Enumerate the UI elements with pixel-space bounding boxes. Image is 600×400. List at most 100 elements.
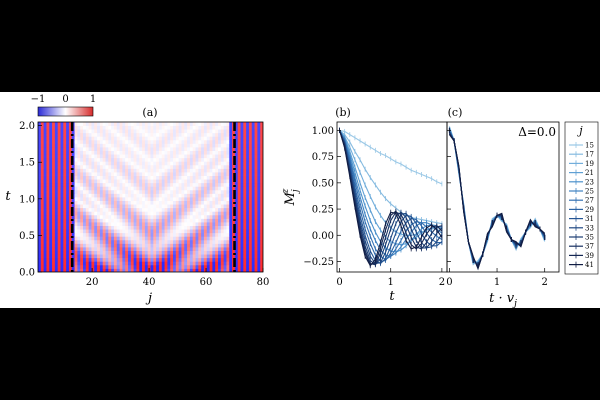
heatmap-cell: [54, 264, 59, 269]
heatmap-cell: [63, 225, 67, 230]
heatmap-cell: [133, 211, 137, 216]
heatmap-cell: [240, 193, 244, 198]
heatmap-cell: [111, 250, 115, 255]
heatmap-cell: [173, 136, 177, 141]
heatmap-cell: [246, 257, 250, 262]
heatmap-cell: [91, 218, 95, 223]
heatmap-cell: [133, 193, 137, 198]
heatmap-cell: [139, 175, 143, 180]
heatmap-cell: [142, 154, 146, 159]
heatmap-cell: [181, 204, 185, 209]
heatmap-cell: [181, 139, 185, 144]
heatmap-cell: [68, 264, 73, 269]
heatmap-cell: [257, 139, 261, 144]
heatmap-cell: [153, 186, 157, 191]
heatmap-cell: [66, 200, 70, 205]
heatmap-cell: [178, 175, 182, 180]
heatmap-cell: [218, 164, 222, 169]
heatmap-cell: [99, 211, 104, 216]
heatmap-cell: [85, 261, 90, 266]
heatmap-cell: [139, 254, 143, 259]
heatmap-cell: [170, 132, 174, 137]
heatmap-cell: [218, 161, 222, 166]
heatmap-cell: [167, 200, 171, 205]
heatmap-cell: [195, 125, 199, 130]
y-tick-label: 0.5: [19, 231, 35, 242]
heatmap-cell: [136, 168, 140, 173]
heatmap-cell: [46, 164, 50, 169]
heatmap-cell: [226, 197, 230, 201]
heatmap-cell: [85, 250, 90, 255]
heatmap-cell: [254, 139, 258, 144]
heatmap-cell: [158, 172, 163, 176]
heatmap-cell: [187, 264, 191, 269]
heatmap-cell: [52, 211, 56, 216]
heatmap-cell: [226, 254, 230, 259]
heatmap-cell: [102, 229, 106, 234]
heatmap-cell: [113, 132, 118, 137]
heatmap-cell: [248, 243, 253, 248]
heatmap-cell: [164, 239, 168, 244]
heatmap-cell: [156, 186, 160, 191]
heatmap-cell: [156, 229, 160, 234]
heatmap-cell: [147, 139, 151, 144]
panel-label-c: (c): [448, 106, 463, 119]
heatmap-cell: [88, 189, 92, 194]
heatmap-cell: [57, 172, 61, 176]
heatmap-cell: [54, 239, 59, 244]
heatmap-cell: [184, 222, 188, 226]
heatmap-cell: [254, 207, 258, 212]
heatmap-cell: [40, 261, 45, 266]
heatmap-cell: [111, 125, 115, 130]
heatmap-cell: [57, 157, 61, 162]
heatmap-cell: [43, 186, 47, 191]
heatmap-cell: [54, 197, 59, 201]
heatmap-cell: [189, 264, 194, 269]
heatmap-cell: [167, 154, 171, 159]
heatmap-cell: [237, 164, 241, 169]
heatmap-cell: [116, 147, 120, 151]
heatmap-cell: [94, 200, 98, 205]
heatmap-cell: [260, 261, 263, 266]
heatmap-cell: [111, 143, 115, 148]
heatmap-cell: [164, 214, 168, 219]
heatmap-cell: [234, 222, 239, 226]
heatmap-cell: [119, 229, 123, 234]
heatmap-cell: [150, 143, 154, 148]
heatmap-cell: [229, 175, 233, 180]
heatmap-cell: [139, 204, 143, 209]
heatmap-cell: [178, 164, 182, 169]
heatmap-cell: [40, 207, 45, 212]
heatmap-cell: [184, 214, 188, 219]
heatmap-cell: [201, 250, 205, 255]
heatmap-cell: [66, 268, 70, 272]
heatmap-cell: [181, 172, 185, 176]
heatmap-cell: [52, 268, 56, 272]
heatmap-cell: [229, 200, 233, 205]
heatmap-cell: [128, 204, 132, 209]
heatmap-cell: [175, 254, 180, 259]
heatmap-cell: [209, 189, 213, 194]
heatmap-cell: [144, 122, 149, 126]
figure: −1 0 1 (a) (b) (c) 20 40 60 80 0.0 0.5 1.0 1.5 2…: [0, 92, 600, 309]
heatmap-cell: [251, 157, 255, 162]
heatmap-cell: [54, 247, 59, 251]
heatmap-cell: [201, 207, 205, 212]
heatmap-cell: [133, 197, 137, 201]
panel-c-frame: [446, 121, 560, 273]
heatmap-cell: [66, 236, 70, 241]
heatmap-cell: [105, 222, 109, 226]
heatmap-cell: [142, 168, 146, 173]
heatmap-cell: [156, 161, 160, 166]
heatmap-cell: [175, 136, 180, 141]
heatmap-cell: [142, 157, 146, 162]
heatmap-cell: [40, 232, 45, 237]
heatmap-cell: [220, 168, 225, 173]
heatmap-cell: [215, 150, 219, 155]
heatmap-cell: [251, 211, 255, 216]
heatmap-cell: [237, 247, 241, 251]
heatmap-cell: [240, 218, 244, 223]
heatmap-cell: [85, 236, 90, 241]
heatmap-cell: [122, 214, 126, 219]
heatmap-cell: [246, 247, 250, 251]
